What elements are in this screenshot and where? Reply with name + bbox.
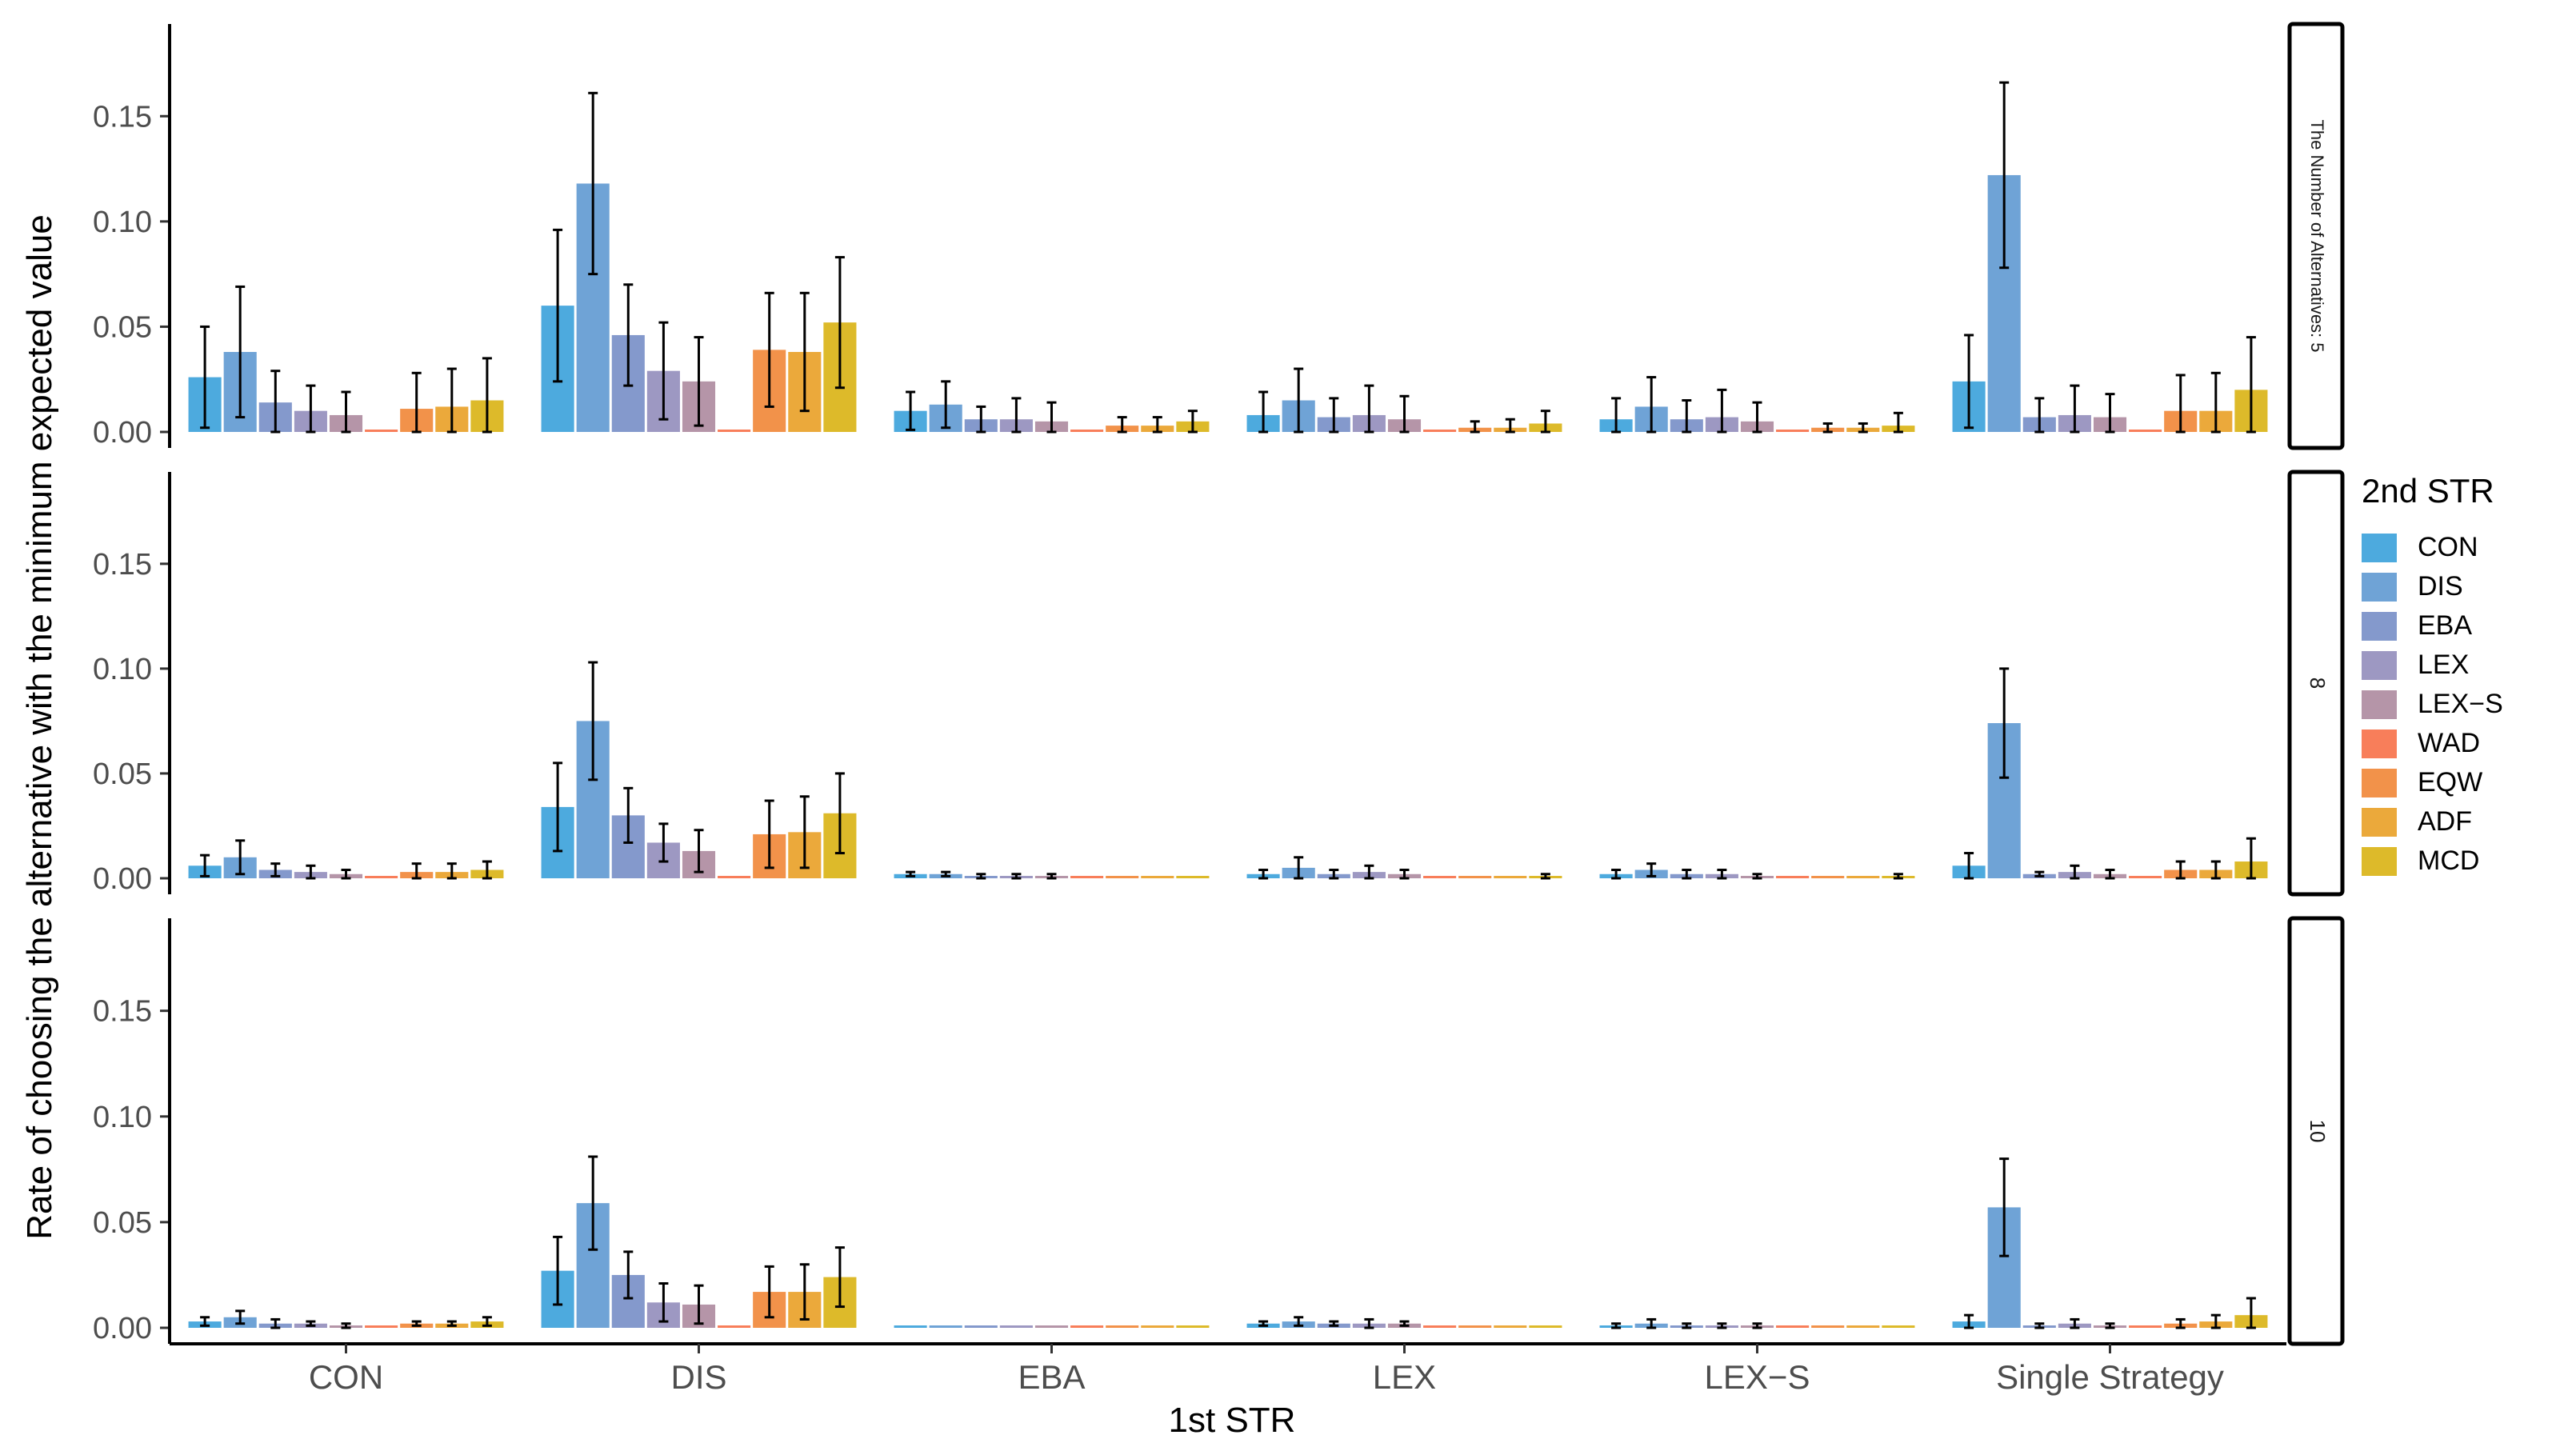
- bar: [2129, 876, 2162, 878]
- legend-item: MCD: [2362, 841, 2503, 881]
- bar: [1070, 430, 1104, 432]
- bar: [1776, 876, 1810, 878]
- bar: [1458, 876, 1492, 878]
- bar: [999, 1325, 1033, 1328]
- legend-label: MCD: [2418, 845, 2480, 876]
- legend-swatch: [2362, 650, 2397, 680]
- legend-item: WAD: [2362, 724, 2503, 763]
- legend-swatch: [2362, 846, 2397, 876]
- legend-label: EBA: [2418, 610, 2473, 641]
- bar: [1811, 1325, 1845, 1328]
- bar: [1176, 1325, 1210, 1328]
- legend-swatch: [2362, 572, 2397, 602]
- legend-swatch: [2362, 768, 2397, 797]
- legend-label: EQW: [2418, 767, 2483, 797]
- legend-item: LEX: [2362, 646, 2503, 685]
- bar: [2129, 430, 2162, 432]
- bar: [964, 1325, 998, 1328]
- bar: [1070, 876, 1104, 878]
- x-tick-label: LEX: [1373, 1358, 1436, 1396]
- bar: [365, 876, 398, 878]
- bar: [718, 876, 751, 878]
- bar: [929, 1325, 962, 1328]
- legend-item: EBA: [2362, 606, 2503, 646]
- bar: [1034, 1325, 1069, 1328]
- facet-strip: [2287, 22, 2345, 450]
- legend-items: CON DIS EBA LEX LEX−S WAD EQW ADF MCD: [2362, 528, 2503, 881]
- facet-strip: [2287, 916, 2345, 1346]
- facet-strip: [2287, 470, 2345, 897]
- y-tick-label: 0.10: [93, 1101, 152, 1134]
- bar: [1106, 876, 1139, 878]
- legend: 2nd STR CON DIS EBA LEX LEX−S WAD EQW ADF MCD: [2362, 472, 2503, 881]
- bar: [1423, 1325, 1457, 1328]
- x-axis-label: 1st STR: [1168, 1401, 1296, 1440]
- legend-label: WAD: [2418, 728, 2481, 758]
- bar: [1423, 430, 1457, 432]
- y-tick-label: 0.10: [93, 206, 152, 239]
- bar: [1141, 1325, 1174, 1328]
- x-tick-label: LEX−S: [1705, 1358, 1810, 1396]
- bar: [1776, 430, 1810, 432]
- y-tick-label: 0.10: [93, 653, 152, 686]
- legend-label: DIS: [2418, 571, 2463, 602]
- y-tick-label: 0.05: [93, 1206, 152, 1240]
- x-tick-label: EBA: [1018, 1358, 1085, 1396]
- legend-item: EQW: [2362, 763, 2503, 802]
- x-tick-label: CON: [309, 1358, 383, 1396]
- bar: [1494, 876, 1527, 878]
- bar: [365, 430, 398, 432]
- legend-swatch: [2362, 533, 2397, 562]
- bar: [1494, 1325, 1527, 1328]
- y-tick-label: 0.00: [93, 416, 152, 450]
- y-tick-label: 0.15: [93, 995, 152, 1029]
- facet-label: 8: [2306, 678, 2330, 689]
- legend-label: ADF: [2418, 806, 2472, 837]
- bar: [1423, 876, 1457, 878]
- x-tick-label: Single Strategy: [1996, 1358, 2224, 1396]
- bar: [1846, 876, 1880, 878]
- y-tick-label: 0.00: [93, 862, 152, 896]
- legend-label: LEX−S: [2418, 689, 2503, 719]
- bar: [718, 430, 751, 432]
- legend-label: LEX: [2418, 650, 2470, 680]
- bar: [894, 1325, 927, 1328]
- legend-item: DIS: [2362, 567, 2503, 606]
- bar: [1106, 1325, 1139, 1328]
- bar: [1811, 876, 1845, 878]
- bar: [1458, 1325, 1492, 1328]
- y-tick-label: 0.15: [93, 548, 152, 582]
- bar: [365, 1325, 398, 1328]
- bar: [1141, 876, 1174, 878]
- bar: [1176, 876, 1210, 878]
- legend-swatch: [2362, 807, 2397, 837]
- y-tick-label: 0.15: [93, 100, 152, 134]
- legend-swatch: [2362, 611, 2397, 641]
- legend-swatch: [2362, 729, 2397, 758]
- x-tick-label: DIS: [670, 1358, 726, 1396]
- bar: [1882, 1325, 1915, 1328]
- bar: [1529, 1325, 1562, 1328]
- y-tick-label: 0.05: [93, 757, 152, 791]
- legend-item: LEX−S: [2362, 685, 2503, 724]
- facet-label: The Number of Alternatives: 5: [2307, 119, 2327, 352]
- legend-swatch: [2362, 690, 2397, 719]
- legend-item: CON: [2362, 528, 2503, 567]
- legend-title: 2nd STR: [2362, 472, 2494, 510]
- facet-label: 10: [2306, 1120, 2330, 1143]
- bar: [1070, 1325, 1104, 1328]
- legend-label: CON: [2418, 532, 2478, 562]
- y-tick-label: 0.05: [93, 310, 152, 344]
- bar: [1846, 1325, 1880, 1328]
- bar: [2129, 1325, 2162, 1328]
- legend-item: ADF: [2362, 802, 2503, 841]
- y-tick-label: 0.00: [93, 1312, 152, 1345]
- bar: [718, 1325, 751, 1328]
- y-axis-label: Rate of choosing the alternative with th…: [20, 214, 59, 1240]
- bar: [1776, 1325, 1810, 1328]
